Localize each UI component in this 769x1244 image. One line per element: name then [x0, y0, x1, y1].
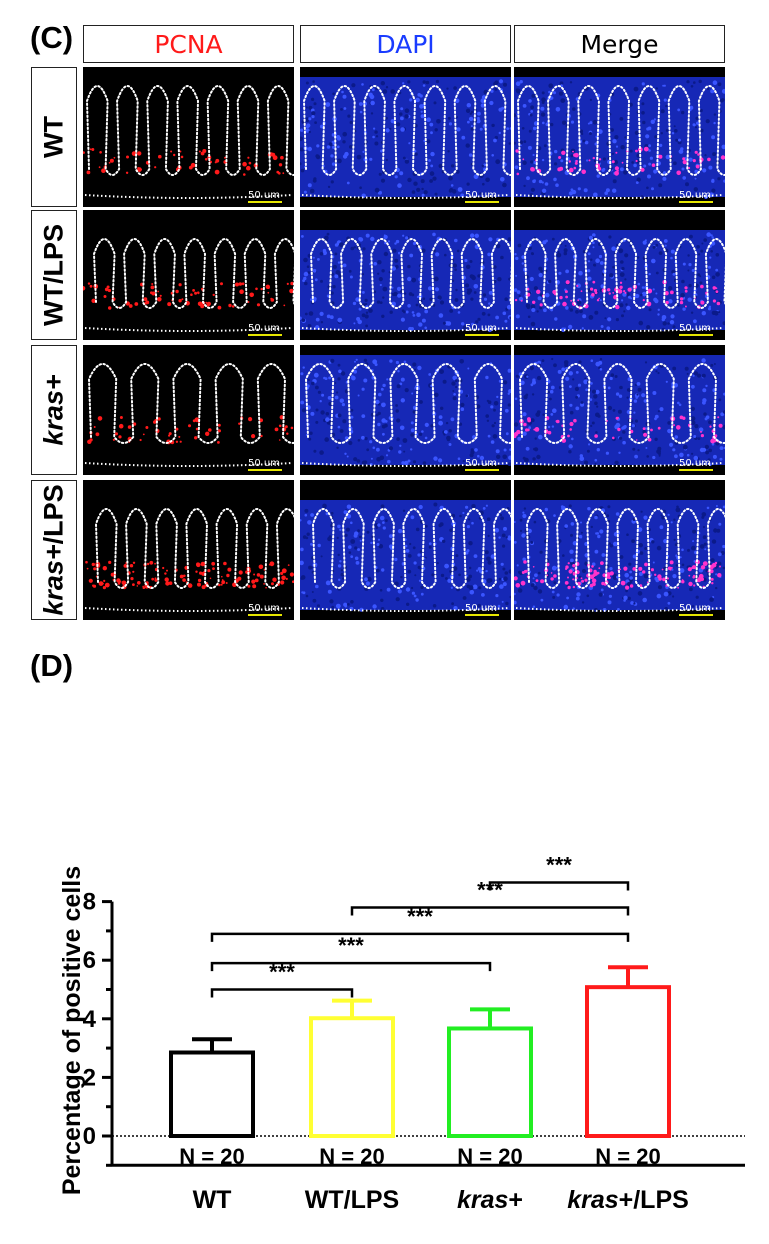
scale-label: 50 um: [679, 323, 711, 334]
row-label-italic: kras+: [38, 374, 69, 446]
scale-label: 50 um: [679, 458, 711, 469]
scale-label: 50 um: [465, 323, 497, 334]
significance-bracket: [210, 988, 354, 998]
x-tick-label: WT/LPS: [305, 1186, 399, 1214]
row-label-italic: kras+: [38, 544, 69, 616]
scale-bar: [465, 614, 499, 616]
significance-label: ***: [546, 853, 572, 878]
n-label: N = 20: [457, 1144, 522, 1169]
y-tick-label: 6: [83, 947, 96, 974]
micrograph-dapi-row-2: 50 um: [300, 345, 511, 475]
micrograph-pcna-row-0: 50 um: [83, 67, 294, 207]
column-header-dapi: DAPI: [300, 25, 511, 63]
column-header-merge: Merge: [514, 25, 725, 63]
n-label: N = 20: [595, 1144, 660, 1169]
micrograph-pcna-row-1: 50 um: [83, 210, 294, 340]
y-tick-label: 2: [83, 1064, 96, 1091]
scale-label: 50 um: [248, 458, 280, 469]
bar: [447, 1026, 533, 1138]
scale-label: 50 um: [679, 603, 711, 614]
scale-bar: [465, 201, 499, 203]
scale-bar: [465, 334, 499, 336]
row-label-2: kras+: [31, 345, 77, 475]
scale-label: 50 um: [248, 190, 280, 201]
y-tick-label: 8: [83, 889, 96, 916]
scale-bar: [465, 469, 499, 471]
scale-bar: [679, 201, 713, 203]
micrograph-merge-row-1: 50 um: [514, 210, 725, 340]
micrograph-dapi-row-3: 50 um: [300, 480, 511, 620]
n-label: N = 20: [319, 1144, 384, 1169]
significance-label: ***: [338, 933, 364, 958]
micrograph-dapi-row-0: 50 um: [300, 67, 511, 207]
row-label-text: WT/LPS: [38, 224, 69, 326]
micrograph-dapi-row-1: 50 um: [300, 210, 511, 340]
bar: [309, 1016, 395, 1138]
micrograph-merge-row-2: 50 um: [514, 345, 725, 475]
scale-bar: [679, 614, 713, 616]
y-axis-label: Percentage of positive cells: [58, 866, 86, 1195]
micrograph-merge-row-0: 50 um: [514, 67, 725, 207]
row-label-1: WT/LPS: [31, 210, 77, 340]
row-label-3: kras+/LPS: [31, 480, 77, 620]
y-tick-label: 0: [83, 1123, 96, 1150]
panel-d-letter: (D): [30, 648, 74, 683]
column-header-pcna: PCNA: [83, 25, 294, 63]
significance-bracket: [350, 906, 630, 916]
scale-bar: [248, 201, 282, 203]
y-tick-label: 4: [83, 1006, 97, 1033]
scale-label: 50 um: [248, 323, 280, 334]
micrograph-pcna-row-2: 50 um: [83, 345, 294, 475]
row-label-text: /LPS: [38, 484, 69, 545]
n-label: N = 20: [179, 1144, 244, 1169]
row-label-text: WT: [38, 116, 69, 158]
x-tick-label: WT: [193, 1186, 232, 1214]
bar: [169, 1050, 255, 1138]
micrograph-merge-row-3: 50 um: [514, 480, 725, 620]
scale-label: 50 um: [465, 458, 497, 469]
scale-label: 50 um: [465, 603, 497, 614]
scale-label: 50 um: [465, 190, 497, 201]
scale-bar: [248, 469, 282, 471]
scale-bar: [679, 469, 713, 471]
significance-bracket: [210, 932, 630, 942]
scale-bar: [248, 334, 282, 336]
scale-bar: [248, 614, 282, 616]
x-tick-label: kras+: [457, 1186, 523, 1214]
scale-label: 50 um: [679, 190, 711, 201]
scale-label: 50 um: [248, 603, 280, 614]
bar: [585, 985, 671, 1138]
significance-bracket: [488, 881, 630, 891]
x-tick-label: kras+/LPS: [567, 1186, 689, 1214]
scale-bar: [679, 334, 713, 336]
row-label-0: WT: [31, 67, 77, 207]
micrograph-pcna-row-3: 50 um: [83, 480, 294, 620]
significance-bracket: [210, 961, 492, 972]
panel-c-letter: (C): [30, 20, 74, 55]
